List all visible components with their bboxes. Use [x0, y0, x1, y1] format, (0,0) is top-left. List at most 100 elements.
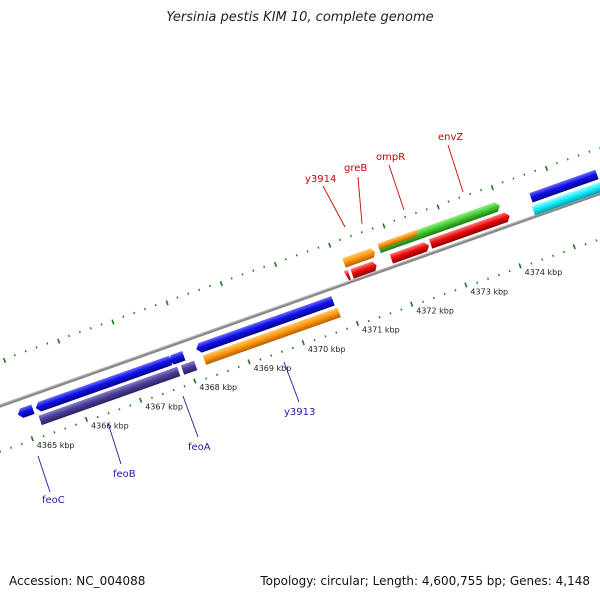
gene-label-feoA[interactable]: feoA: [188, 442, 211, 453]
scale-major-tick: [111, 319, 115, 325]
gene-ompR-arrow[interactable]: [389, 241, 431, 264]
gene-envZ-arrow[interactable]: [428, 211, 512, 249]
gene-feoC-arrow[interactable]: [38, 366, 181, 426]
scale-major-tick: [165, 300, 169, 306]
scale-major-tick: [328, 242, 332, 248]
gene-feoB-arrow[interactable]: [34, 355, 173, 413]
scale-major-tick: [490, 185, 494, 191]
scale-label-4369: 4369 kbp: [254, 364, 292, 373]
scale-minor-tick: [209, 284, 211, 288]
scale-minor-tick: [476, 281, 479, 284]
scale-label-4374: 4374 kbp: [525, 268, 563, 277]
gene-cyan-arrow[interactable]: [531, 181, 600, 216]
gene-small-blue-arrow[interactable]: [167, 351, 186, 366]
scale-minor-tick: [454, 289, 457, 292]
scale-major-tick: [193, 378, 197, 384]
gene-small-blue-left-arrow[interactable]: [16, 404, 35, 419]
scale-minor-tick: [150, 396, 153, 399]
scale-minor-tick: [425, 208, 428, 211]
accession-text: Accession: NC_004088: [9, 574, 146, 588]
gene-label-feoC[interactable]: feoC: [42, 495, 65, 506]
scale-minor-tick: [96, 415, 99, 419]
gene-small-slate-arrow[interactable]: [180, 360, 198, 375]
scale-minor-tick: [187, 292, 190, 295]
gene-label-envZ[interactable]: envZ: [438, 132, 463, 143]
gene-y3913-blue-arrow[interactable]: [195, 296, 335, 354]
scale-minor-tick: [487, 277, 490, 280]
scale-minor-tick: [0, 450, 2, 453]
gene-label-y3914[interactable]: y3914: [305, 174, 336, 185]
scale-label-4365: 4365 kbp: [37, 441, 75, 450]
genome-summary-text: Topology: circular; Length: 4,600,755 bp…: [260, 574, 590, 588]
scale-minor-tick: [339, 238, 342, 242]
gene-orange-segment[interactable]: [377, 230, 419, 250]
scale-minor-tick: [421, 300, 424, 304]
leader-ompR: [388, 164, 405, 211]
scale-minor-tick: [237, 365, 240, 369]
scale-minor-tick: [64, 427, 67, 430]
scale-tracks: [0, 146, 600, 453]
scale-minor-tick: [562, 250, 565, 254]
scale-minor-tick: [541, 258, 544, 261]
scale-minor-tick: [198, 288, 201, 292]
scale-minor-tick: [230, 277, 233, 280]
scale-minor-tick: [20, 442, 23, 446]
scale-minor-tick: [161, 392, 164, 396]
scale-minor-tick: [78, 330, 81, 334]
scale-minor-tick: [241, 273, 244, 276]
scale-minor-tick: [281, 350, 284, 353]
gene-label-greB[interactable]: greB: [344, 163, 367, 174]
scale-minor-tick: [133, 311, 136, 315]
scale-minor-tick: [335, 331, 338, 334]
scale-minor-tick: [443, 292, 446, 296]
gene-label-feoB[interactable]: feoB: [113, 469, 136, 480]
scale-major-tick: [464, 282, 468, 288]
scale-minor-tick: [205, 377, 208, 380]
gene-y3914-arrow[interactable]: [342, 247, 376, 268]
scale-minor-tick: [595, 239, 598, 242]
scale-minor-tick: [508, 269, 511, 273]
scale-minor-tick: [172, 388, 175, 392]
scale-minor-tick: [432, 296, 435, 300]
scale-major-tick: [219, 280, 223, 287]
forward-strand: [342, 169, 600, 281]
scale-minor-tick: [566, 158, 569, 161]
scale-minor-tick: [10, 446, 13, 449]
scale-minor-tick: [259, 358, 262, 361]
track-frame: 4365 kbp 4366 kbp 4367 kbp 4368 kbp 4369 kbp…: [0, 146, 600, 453]
scale-major-tick: [30, 435, 34, 442]
scale-minor-tick: [447, 200, 450, 203]
scale-minor-tick: [404, 215, 407, 219]
scale-minor-tick: [588, 150, 591, 153]
scale-minor-tick: [512, 177, 515, 180]
scale-minor-tick: [270, 354, 273, 357]
gene-small-red-arrow[interactable]: [343, 270, 351, 281]
gene-green-arrow[interactable]: [377, 201, 501, 254]
gene-label-y3913[interactable]: y3913: [284, 407, 315, 418]
upper-scale-track: [2, 146, 600, 363]
gene-label-ompR[interactable]: ompR: [376, 152, 405, 163]
scale-minor-tick: [154, 304, 157, 307]
scale-major-tick: [436, 204, 440, 210]
scale-minor-tick: [183, 385, 186, 388]
leader-feoB: [107, 422, 122, 465]
scale-minor-tick: [552, 254, 555, 257]
scale-minor-tick: [295, 254, 298, 257]
gene-blue-right-arrow[interactable]: [529, 169, 599, 203]
scale-minor-tick: [360, 231, 363, 234]
scale-minor-tick: [306, 250, 309, 253]
scale-minor-tick: [252, 269, 255, 272]
scale-minor-tick: [346, 327, 349, 330]
scale-minor-tick: [13, 353, 16, 357]
leader-greB: [357, 176, 363, 225]
lower-scale-track: [0, 239, 598, 453]
scale-minor-tick: [53, 431, 56, 434]
scale-minor-tick: [35, 346, 38, 349]
gene-greB-arrow[interactable]: [350, 260, 378, 279]
scale-label-4366: 4366 kbp: [91, 422, 129, 431]
gene-y3913-orange-arrow[interactable]: [202, 307, 341, 365]
scale-label-4372: 4372 kbp: [416, 306, 454, 315]
scale-major-tick: [273, 261, 278, 268]
scale-minor-tick: [122, 315, 125, 318]
